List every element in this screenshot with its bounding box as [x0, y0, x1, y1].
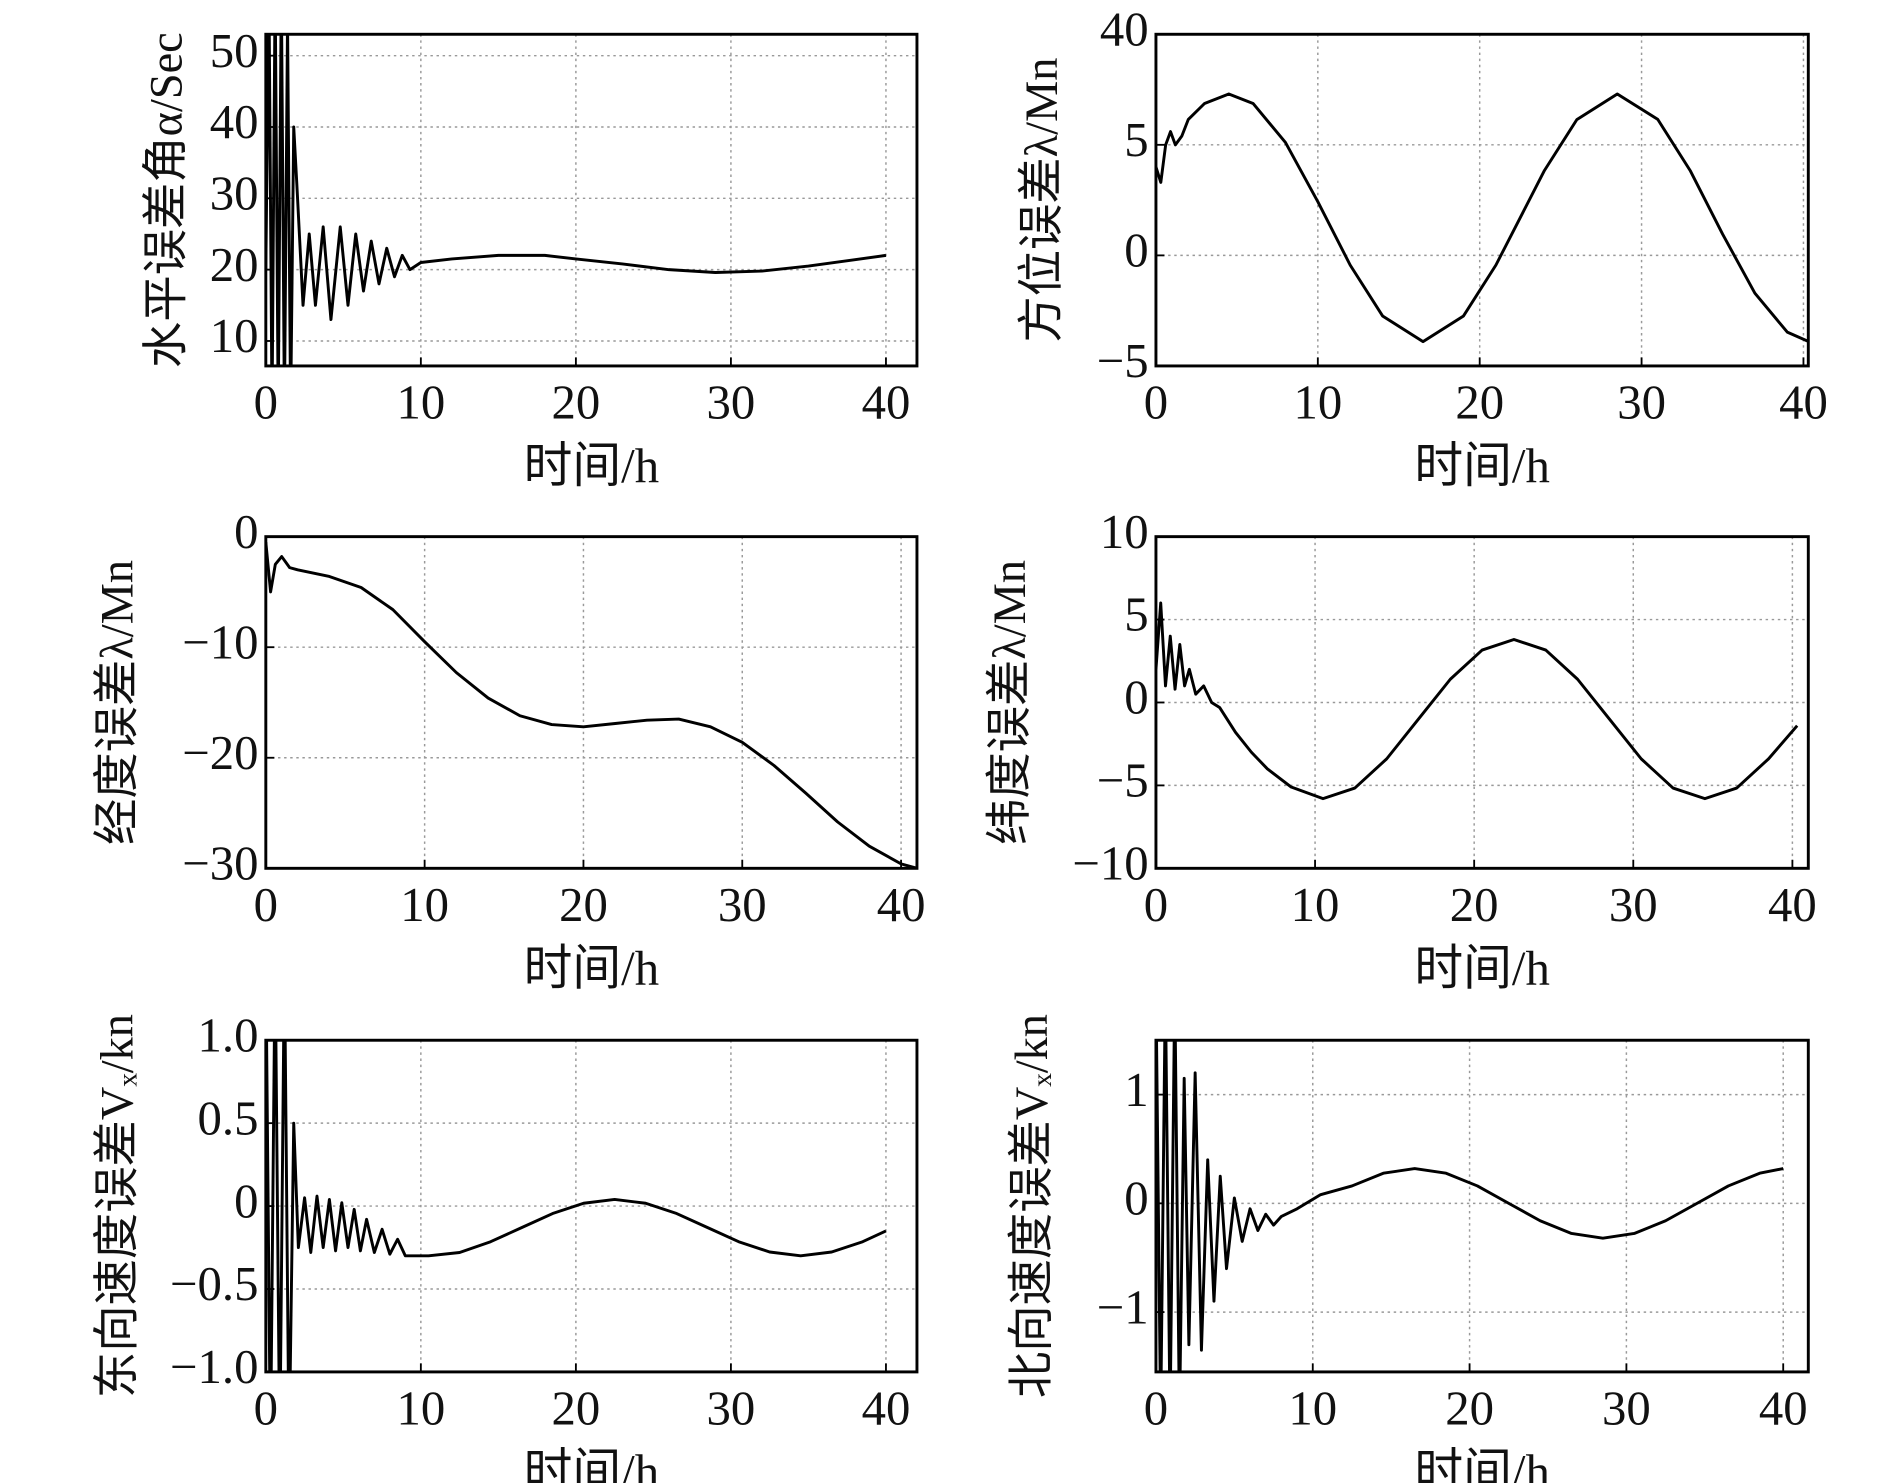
x-tick-label: 20: [552, 376, 601, 430]
x-tick-label: 40: [1779, 376, 1828, 430]
x-tick-label: 40: [862, 376, 911, 430]
x-tick-label: 40: [877, 878, 926, 932]
y-axis-label: 水平误差角α/Sec: [141, 32, 192, 368]
y-tick-label: −20: [182, 726, 258, 780]
y-axis-label: 纬度误差λ/Mn: [985, 560, 1036, 845]
x-tick-label: 0: [254, 1382, 278, 1436]
plot-area: [1155, 1040, 1809, 1372]
x-tick-label: 10: [1293, 376, 1342, 430]
data-line: [265, 542, 917, 869]
x-tick-label: 0: [254, 376, 278, 430]
x-axis-label: 时间/h: [524, 941, 659, 995]
x-tick-label: 30: [1602, 1382, 1651, 1436]
y-tick-label: −5: [1097, 334, 1149, 388]
data-line: [265, 1040, 887, 1372]
x-tick-label: 30: [1617, 376, 1666, 430]
x-tick-label: 20: [1455, 376, 1504, 430]
x-tick-label: 30: [1609, 878, 1658, 932]
x-tick-label: 0: [1144, 878, 1168, 932]
x-tick-label: 10: [396, 376, 445, 430]
axes-frame: [264, 32, 919, 368]
axes-frame: [1154, 32, 1810, 368]
x-tick-label: 40: [1768, 878, 1817, 932]
y-tick-label: 0: [1124, 671, 1148, 725]
axes-frame: [1154, 1038, 1810, 1374]
x-tick-label: 0: [254, 878, 278, 932]
y-tick-label: 5: [1124, 588, 1148, 642]
x-tick-label: 30: [707, 376, 756, 430]
y-tick-label: 10: [210, 309, 259, 363]
x-axis-label: 时间/h: [1414, 1445, 1549, 1483]
plot-area: [1155, 34, 1809, 366]
y-tick-label: −5: [1097, 754, 1149, 808]
y-axis-label: 方位误差λ/Mn: [1017, 58, 1068, 343]
axes-frame: [1154, 535, 1810, 870]
x-axis-label: 时间/h: [524, 439, 659, 493]
data-line: [265, 34, 887, 366]
x-tick-label: 0: [1144, 1382, 1168, 1436]
data-line: [1155, 601, 1799, 801]
y-tick-label: −10: [1072, 837, 1148, 891]
x-axis-label: 时间/h: [524, 1445, 659, 1483]
y-tick-label: −1: [1097, 1280, 1149, 1334]
x-tick-label: 40: [1759, 1382, 1808, 1436]
y-tick-label: 1.0: [198, 1008, 259, 1062]
x-tick-label: 10: [1291, 878, 1340, 932]
x-tick-label: 10: [396, 1382, 445, 1436]
y-tick-label: 0: [1124, 224, 1148, 278]
y-tick-label: 0.5: [198, 1091, 259, 1145]
x-tick-label: 30: [718, 878, 767, 932]
y-tick-label: −10: [182, 615, 258, 669]
axes-frame: [264, 1038, 919, 1374]
y-tick-label: −30: [182, 837, 258, 891]
x-tick-label: 30: [707, 1382, 756, 1436]
x-tick-label: 20: [1445, 1382, 1494, 1436]
data-line: [1155, 92, 1809, 344]
x-tick-label: 40: [862, 1382, 911, 1436]
y-tick-label: 0: [234, 1174, 258, 1228]
x-tick-label: 10: [1288, 1382, 1337, 1436]
y-tick-label: 0: [1124, 1172, 1148, 1226]
y-axis-label: 经度误差λ/Mn: [93, 560, 144, 845]
y-tick-label: 10: [1100, 505, 1149, 559]
y-tick-label: 20: [210, 238, 259, 292]
data-line: [1155, 1040, 1784, 1372]
y-tick-label: 40: [210, 95, 259, 149]
y-tick-label: 40: [1100, 2, 1149, 56]
x-axis-label: 时间/h: [1414, 439, 1549, 493]
y-tick-label: 5: [1124, 113, 1148, 167]
y-tick-label: −1.0: [170, 1340, 258, 1394]
plot-area: [265, 536, 917, 869]
x-tick-label: 10: [400, 878, 449, 932]
y-tick-label: 1: [1124, 1063, 1148, 1117]
x-tick-label: 20: [1450, 878, 1499, 932]
y-tick-label: −0.5: [170, 1257, 258, 1311]
x-axis-label: 时间/h: [1414, 941, 1549, 995]
y-tick-label: 0: [234, 505, 258, 559]
x-tick-label: 20: [552, 1382, 601, 1436]
plot-area: [265, 34, 917, 366]
axes-frame: [264, 535, 919, 870]
y-axis-label: 北向速度误差Vₓ/kn: [1007, 1014, 1058, 1398]
y-axis-label: 东向速度误差Vₓ/kn: [93, 1014, 144, 1398]
y-tick-label: 50: [210, 24, 259, 78]
y-tick-label: 30: [210, 167, 259, 221]
x-tick-label: 0: [1144, 376, 1168, 430]
x-tick-label: 20: [559, 878, 608, 932]
